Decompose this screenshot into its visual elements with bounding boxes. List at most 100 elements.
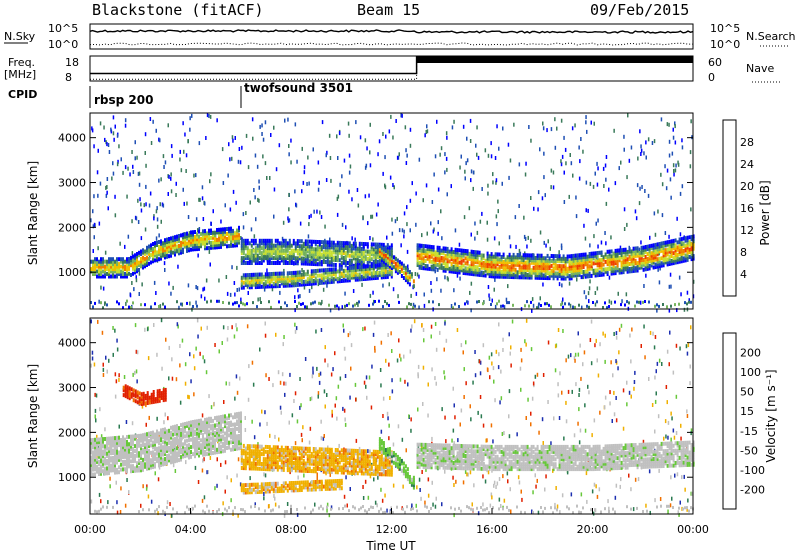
band-cell <box>466 249 469 254</box>
echo-cell <box>251 419 253 424</box>
echo-cell <box>546 128 548 133</box>
echo-cell <box>510 363 512 368</box>
band-cell <box>612 271 615 276</box>
band-cell <box>184 237 186 242</box>
band-cell <box>660 261 663 266</box>
band-cell <box>194 239 196 244</box>
band-cell <box>596 253 599 258</box>
echo-cell <box>585 180 588 185</box>
echo-cell <box>604 333 606 338</box>
band-cell <box>380 265 383 270</box>
band-cell <box>630 249 633 254</box>
echo-cell <box>408 414 410 419</box>
echo-cell <box>509 351 511 356</box>
echo-cell <box>666 349 669 354</box>
ground-cell <box>252 301 254 305</box>
band-cell <box>374 252 377 257</box>
band-cell <box>278 271 281 276</box>
band-cell <box>450 269 453 274</box>
band-cell <box>298 246 301 251</box>
echo-cell <box>112 115 115 120</box>
band-cell <box>366 264 369 269</box>
band-cell <box>142 258 144 263</box>
band-cell <box>190 242 192 247</box>
band-cell <box>202 229 204 234</box>
echo-cell <box>666 168 669 173</box>
band-cell <box>406 270 409 275</box>
echo-cell <box>587 208 589 213</box>
band-cell <box>376 273 379 278</box>
band-cell <box>458 248 461 253</box>
band-cell <box>248 280 251 285</box>
echo-cell <box>374 348 376 353</box>
echo-cell <box>248 364 250 369</box>
band-cell <box>228 234 230 239</box>
band-cell <box>666 240 669 245</box>
echo-cell <box>179 344 181 348</box>
band-cell <box>252 241 255 246</box>
band-cell <box>364 267 367 271</box>
band-cell <box>284 246 287 251</box>
band-cell <box>552 256 555 261</box>
echo-cell <box>98 299 100 304</box>
band-cell <box>672 243 675 248</box>
band-cell <box>210 245 212 250</box>
echo-cell <box>642 439 645 444</box>
band-cell <box>456 267 459 272</box>
band-cell <box>356 265 359 270</box>
echo-cell <box>321 299 323 304</box>
ground-cell <box>538 302 540 306</box>
ground-cell <box>620 303 622 307</box>
echo-cell <box>132 390 134 395</box>
band-cell <box>574 256 577 261</box>
band-cell <box>452 252 455 257</box>
band-cell <box>444 256 447 261</box>
band-cell <box>290 281 293 285</box>
band-cell <box>104 437 106 441</box>
echo-cell <box>434 504 437 509</box>
echo-cell <box>139 197 141 202</box>
ground-cell <box>642 300 644 304</box>
band-cell <box>198 229 200 234</box>
band-cell <box>480 270 483 275</box>
band-cell <box>262 248 265 253</box>
band-cell <box>578 263 581 267</box>
band-cell <box>370 266 373 271</box>
band-cell <box>600 272 603 277</box>
band-cell <box>282 251 285 256</box>
band-cell <box>328 250 331 255</box>
band-cell <box>142 265 144 270</box>
band-cell <box>194 242 196 247</box>
echo-cell <box>440 209 442 214</box>
band-cell <box>102 461 104 466</box>
band-cell <box>346 246 349 251</box>
ground-cell <box>386 302 388 306</box>
band-cell <box>206 238 208 243</box>
band-cell <box>626 262 629 267</box>
band-cell <box>656 262 659 267</box>
echo-cell <box>493 236 496 241</box>
band-cell <box>338 250 341 255</box>
echo-cell <box>93 194 95 199</box>
echo-cell <box>107 500 109 505</box>
ground-cell <box>690 300 692 304</box>
band-cell <box>538 273 541 278</box>
echo-cell <box>149 191 152 196</box>
band-cell <box>536 256 539 261</box>
band-cell <box>680 244 683 249</box>
echo-cell <box>622 426 625 431</box>
band-cell <box>316 247 319 252</box>
echo-cell <box>434 154 437 159</box>
echo-cell <box>671 151 674 156</box>
echo-cell <box>681 184 684 189</box>
band-cell <box>464 251 467 256</box>
nsky-traces <box>89 29 694 46</box>
band-cell <box>110 259 112 264</box>
echo-cell <box>136 379 138 384</box>
band-cell <box>266 243 269 248</box>
echo-cell <box>344 417 346 422</box>
band-cell <box>104 471 106 476</box>
echo-cell <box>426 129 429 134</box>
echo-cell <box>567 354 570 359</box>
band-cell <box>338 245 341 250</box>
